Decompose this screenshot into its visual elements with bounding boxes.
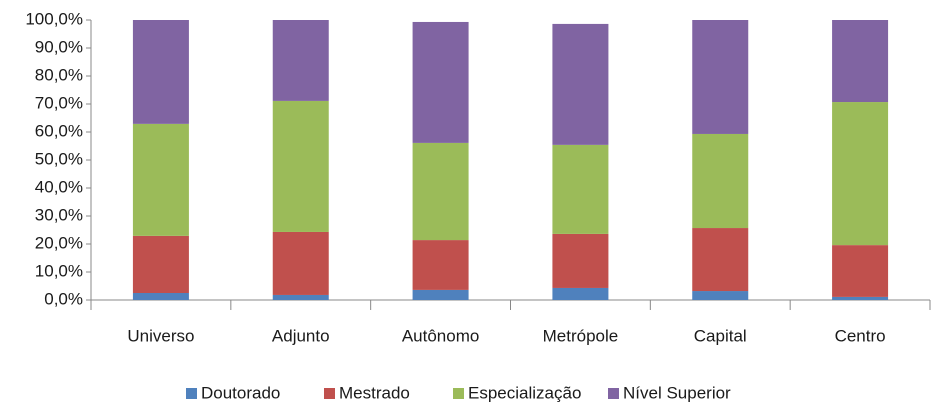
bar-segment xyxy=(552,144,609,234)
bar-segment xyxy=(272,100,329,232)
legend-swatch xyxy=(324,388,335,399)
bar-segment xyxy=(412,142,469,241)
y-tick-label: 70,0% xyxy=(35,93,83,112)
y-tick-label: 50,0% xyxy=(35,149,83,168)
bar-segment xyxy=(412,289,469,300)
bar-segment xyxy=(132,235,189,293)
y-tick-label: 60,0% xyxy=(35,121,83,140)
y-tick-label: 20,0% xyxy=(35,233,83,252)
y-tick-label: 10,0% xyxy=(35,261,83,280)
bar-segment xyxy=(272,294,329,300)
x-tick-label: Autônomo xyxy=(402,326,480,345)
bar-segment xyxy=(132,123,189,236)
bar-segment xyxy=(132,20,189,124)
bar-segment xyxy=(552,23,609,145)
bar-segment xyxy=(412,21,469,143)
bar-segment xyxy=(692,20,749,134)
legend-label: Nível Superior xyxy=(623,383,731,402)
y-tick-label: 30,0% xyxy=(35,205,83,224)
bar-segment xyxy=(552,287,609,300)
legend-label: Doutorado xyxy=(201,383,280,402)
bar-segment xyxy=(272,20,329,101)
bar-segment xyxy=(552,233,609,288)
bar-segment xyxy=(832,245,889,297)
legend-swatch xyxy=(186,388,197,399)
bar-segment xyxy=(412,240,469,290)
legend-label: Mestrado xyxy=(339,383,410,402)
bar-segment xyxy=(692,133,749,229)
y-tick-label: 40,0% xyxy=(35,177,83,196)
legend-swatch xyxy=(453,388,464,399)
bar-segment xyxy=(692,228,749,292)
legend-label: Especialização xyxy=(468,383,581,402)
y-tick-label: 90,0% xyxy=(35,37,83,56)
bar-segment xyxy=(832,296,889,300)
x-tick-label: Capital xyxy=(694,326,747,345)
bar-segment xyxy=(832,20,889,103)
x-tick-label: Adjunto xyxy=(272,326,330,345)
y-tick-label: 0,0% xyxy=(44,289,83,308)
x-tick-label: Centro xyxy=(835,326,886,345)
y-tick-label: 80,0% xyxy=(35,65,83,84)
y-tick-label: 100,0% xyxy=(25,9,83,28)
bar-segment xyxy=(832,102,889,246)
x-tick-label: Metrópole xyxy=(543,326,619,345)
x-tick-label: Universo xyxy=(127,326,194,345)
bar-segment xyxy=(132,293,189,300)
bar-segment xyxy=(272,231,329,295)
legend-swatch xyxy=(608,388,619,399)
bar-segment xyxy=(692,291,749,300)
